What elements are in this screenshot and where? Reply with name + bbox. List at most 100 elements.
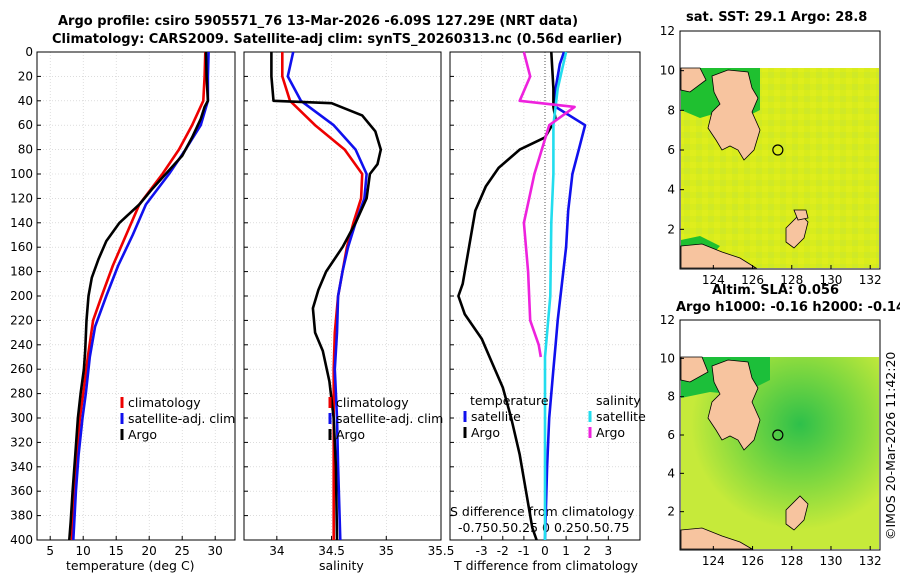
map-y-tick-label: 2 bbox=[667, 505, 675, 519]
x-tick-label: 30 bbox=[208, 544, 223, 558]
x-tick-label: 35 bbox=[379, 544, 394, 558]
y-tick-label: 180 bbox=[10, 265, 33, 279]
legend-label: satellite bbox=[471, 409, 521, 424]
y-tick-label: 380 bbox=[10, 509, 33, 523]
map-y-tick-label: 12 bbox=[660, 24, 675, 38]
map-x-tick-label: 132 bbox=[859, 554, 882, 568]
series-line-satellite-adj-clim bbox=[72, 51, 210, 541]
legend-label: climatology bbox=[336, 395, 409, 410]
sla-map-title-line2: Argo h1000: -0.16 h2000: -0.14 bbox=[676, 300, 900, 315]
series-line-argo bbox=[270, 52, 383, 541]
y-tick-label: 320 bbox=[10, 435, 33, 449]
map-y-tick-label: 4 bbox=[667, 183, 675, 197]
x-tick-label: 15 bbox=[109, 544, 124, 558]
map-y-tick-label: 8 bbox=[667, 103, 675, 117]
x-tick-label: -3 bbox=[476, 544, 488, 558]
y-tick-label: 300 bbox=[10, 411, 33, 425]
x-tick-label: 34.5 bbox=[318, 544, 345, 558]
figure-title-line2: Climatology: CARS2009. Satellite-adj cli… bbox=[52, 32, 623, 47]
series-line-salinity-argo bbox=[518, 51, 576, 358]
series-line-climatology bbox=[70, 51, 207, 541]
legend-label: climatology bbox=[128, 395, 201, 410]
legend-title-temperature: temperature bbox=[470, 393, 549, 408]
map-y-tick-label: 8 bbox=[667, 390, 675, 404]
y-tick-label: 340 bbox=[10, 460, 33, 474]
y-tick-label: 160 bbox=[10, 240, 33, 254]
map-y-tick-label: 4 bbox=[667, 466, 675, 480]
sla-map-land-north bbox=[680, 356, 709, 383]
map-x-tick-label: 128 bbox=[780, 554, 803, 568]
series-line-satellite-adj-clim bbox=[286, 51, 368, 541]
sst-map-title: sat. SST: 29.1 Argo: 28.8 bbox=[686, 10, 868, 25]
s-difference-label: S difference from climatology bbox=[450, 504, 635, 519]
y-tick-label: 360 bbox=[10, 484, 33, 498]
map-x-tick-label: 132 bbox=[859, 273, 882, 287]
y-tick-label: 200 bbox=[10, 289, 33, 303]
x-tick-label: 35.5 bbox=[428, 544, 455, 558]
legend-label: Argo bbox=[596, 425, 625, 440]
map-x-tick-label: 124 bbox=[702, 554, 725, 568]
sst-map-land-north bbox=[680, 67, 707, 93]
x-tick-label: 0 bbox=[541, 544, 549, 558]
sla-map: 124 126 128 130 132 2 4 6 8 10 12 bbox=[660, 313, 882, 568]
figure-title-line1: Argo profile: csiro 5905571_76 13-Mar-20… bbox=[58, 14, 579, 29]
sla-map-land-south bbox=[680, 527, 754, 550]
map-y-tick-label: 12 bbox=[660, 313, 675, 327]
difference-xlabel: T difference from climatology bbox=[454, 558, 639, 573]
x-tick-label: -2 bbox=[497, 544, 509, 558]
y-tick-label: 260 bbox=[10, 362, 33, 376]
plot-frame bbox=[243, 51, 442, 541]
y-tick-label: 400 bbox=[10, 533, 33, 547]
legend-label: Argo bbox=[471, 425, 500, 440]
map-x-tick-label: 128 bbox=[780, 273, 803, 287]
series-line-salinity-satellite bbox=[543, 51, 568, 540]
y-tick-label: 0 bbox=[25, 45, 33, 59]
map-x-tick-label: 124 bbox=[702, 273, 725, 287]
argo-location-marker bbox=[772, 144, 784, 156]
map-x-tick-label: 126 bbox=[741, 554, 764, 568]
legend-label: satellite bbox=[596, 409, 646, 424]
sla-map-land-mindanao bbox=[707, 359, 761, 451]
y-tick-label: 20 bbox=[18, 69, 33, 83]
x-tick-label: 1 bbox=[562, 544, 570, 558]
map-y-tick-label: 6 bbox=[667, 143, 675, 157]
sst-map-axes: 124 126 128 130 132 2 4 6 8 10 12 bbox=[660, 24, 882, 287]
legend-label: Argo bbox=[336, 427, 365, 442]
y-tick-label: 120 bbox=[10, 191, 33, 205]
legend-label: Argo bbox=[128, 427, 157, 442]
legend-label: satellite-adj. clim bbox=[336, 411, 443, 426]
y-tick-label: 60 bbox=[18, 118, 33, 132]
salinity-xlabel: salinity bbox=[319, 558, 364, 573]
sla-map-land-island bbox=[785, 495, 809, 531]
temperature-plot: 5 10 15 20 25 3002040608010012014016018020022… bbox=[10, 45, 236, 558]
x-tick-label: 34 bbox=[269, 544, 284, 558]
y-tick-label: 40 bbox=[18, 94, 33, 108]
map-y-tick-label: 10 bbox=[660, 351, 675, 365]
y-tick-label: 240 bbox=[10, 338, 33, 352]
y-tick-label: 280 bbox=[10, 387, 33, 401]
x-tick-label: -1 bbox=[518, 544, 530, 558]
temperature-xlabel: temperature (deg C) bbox=[66, 558, 195, 573]
map-x-tick-label: 126 bbox=[741, 273, 764, 287]
x-tick-label: 20 bbox=[142, 544, 157, 558]
legend-title-salinity: salinity bbox=[596, 393, 641, 408]
sst-map: 124 126 128 130 132 2 4 6 8 10 12 bbox=[660, 24, 882, 287]
sst-map-land-mindanao bbox=[707, 69, 761, 161]
sst-map-land-halmahera bbox=[793, 209, 809, 221]
sla-map-title-line1: Altim. SLA: 0.056 bbox=[712, 283, 839, 298]
y-tick-label: 100 bbox=[10, 167, 33, 181]
y-tick-label: 80 bbox=[18, 143, 33, 157]
legend-label: satellite-adj. clim bbox=[128, 411, 235, 426]
map-y-tick-label: 6 bbox=[667, 428, 675, 442]
sla-map-axes: 124 126 128 130 132 2 4 6 8 10 12 bbox=[660, 313, 882, 568]
x-tick-label: 10 bbox=[76, 544, 91, 558]
x-tick-label: 5 bbox=[46, 544, 54, 558]
map-x-tick-label: 130 bbox=[820, 273, 843, 287]
map-y-tick-label: 10 bbox=[660, 64, 675, 78]
x-tick-label: 3 bbox=[605, 544, 613, 558]
y-tick-label: 140 bbox=[10, 216, 33, 230]
x-tick-label: 2 bbox=[583, 544, 591, 558]
